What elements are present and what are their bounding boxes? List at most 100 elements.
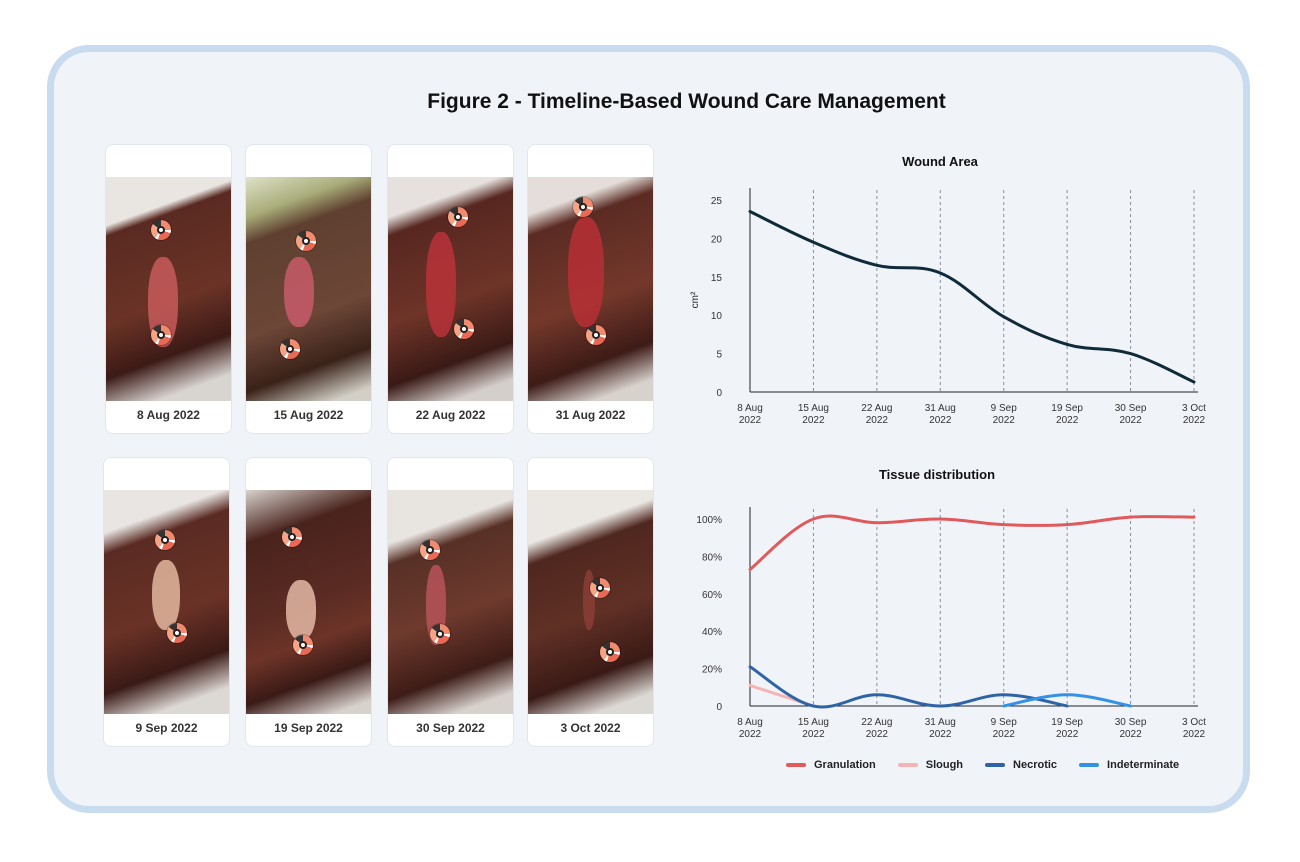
wound-region [286,580,316,640]
wound-photo-card[interactable]: 9 Sep 2022 [103,457,230,747]
legend-item-slough: Slough [897,757,964,773]
series-line-area [748,210,1196,384]
x-tick-label: 2022 [739,729,762,740]
wound-photo [388,177,513,401]
x-tick-label: 2022 [1056,415,1079,426]
x-tick-label: 3 Oct [1182,717,1206,728]
x-tick-label: 2022 [866,729,889,740]
calibration-marker-icon [430,624,450,644]
y-tick-label: 100% [696,515,722,526]
x-tick-label: 22 Aug [861,717,892,728]
wound-photo [528,490,653,714]
calibration-marker-icon [454,319,474,339]
x-tick-label: 2022 [866,415,889,426]
y-tick-label: 0 [716,388,722,399]
x-tick-label: 2022 [993,729,1016,740]
x-tick-label: 2022 [1056,729,1079,740]
x-tick-label: 15 Aug [798,717,829,728]
x-tick-label: 2022 [1119,729,1142,740]
x-tick-label: 31 Aug [925,717,956,728]
x-tick-label: 9 Sep [991,403,1018,414]
calibration-marker-icon [280,339,300,359]
y-tick-label: 5 [716,350,722,361]
wound-photo-card[interactable]: 30 Sep 2022 [387,457,514,747]
wound-photo-card[interactable]: 3 Oct 2022 [527,457,654,747]
calibration-marker-icon [155,530,175,550]
tissue-chart-title: Tissue distribution [878,467,996,482]
legend-item-indeterminate: Indeterminate [1079,757,1179,773]
x-tick-label: 2022 [993,415,1016,426]
y-tick-label: 15 [711,273,723,284]
photo-date-caption: 22 Aug 2022 [415,408,486,422]
photo-date-caption: 9 Sep 2022 [135,721,198,735]
legend-item-necrotic: Necrotic [985,757,1057,773]
wound-region [284,257,314,327]
x-tick-label: 2022 [1183,415,1206,426]
legend-label: Indeterminate [1107,759,1180,771]
calibration-marker-icon [586,325,606,345]
wound-photo-card[interactable]: 31 Aug 2022 [527,144,654,434]
calibration-marker-icon [573,197,593,217]
photo-date-caption: 15 Aug 2022 [273,408,344,422]
legend-label: Granulation [814,759,876,771]
wound-photo [388,490,513,714]
y-tick-label: 10 [711,311,723,322]
x-tick-label: 22 Aug [861,403,892,414]
x-tick-label: 31 Aug [925,403,956,414]
wound-area-chart-title: Wound Area [902,154,978,169]
wound-region [426,232,456,337]
page-title: Figure 2 - Timeline-Based Wound Care Man… [427,90,946,113]
wound-photo-card[interactable]: 22 Aug 2022 [387,144,514,434]
y-tick-label: 40% [702,627,722,638]
x-tick-label: 30 Sep [1115,403,1147,414]
x-tick-label: 30 Sep [1115,717,1147,728]
y-tick-label: 80% [702,552,722,563]
x-tick-label: 8 Aug [737,717,763,728]
wound-photo-card[interactable]: 8 Aug 2022 [105,144,232,434]
x-tick-label: 2022 [802,415,825,426]
calibration-marker-icon [420,540,440,560]
y-tick-label: 25 [711,196,723,207]
x-tick-label: 2022 [802,729,825,740]
wound-photo-card[interactable]: 19 Sep 2022 [245,457,372,747]
y-tick-label: 20% [702,665,722,676]
wound-photo [246,177,371,401]
photo-date-caption: 30 Sep 2022 [416,721,485,735]
series-line-necrotic [748,665,1069,709]
x-tick-label: 2022 [1183,729,1206,740]
y-tick-label: 20 [711,234,723,245]
legend-swatch-necrotic [985,763,1006,767]
legend-swatch-indeterminate [1079,763,1100,767]
x-tick-label: 2022 [929,415,952,426]
x-tick-label: 15 Aug [798,403,829,414]
photo-date-caption: 31 Aug 2022 [555,408,626,422]
wound-photo [104,490,229,714]
wound-photo-card[interactable]: 15 Aug 2022 [245,144,372,434]
y-axis-label: cm² [690,291,701,308]
wound-photo [106,177,231,401]
x-tick-label: 8 Aug [737,403,763,414]
calibration-marker-icon [151,325,171,345]
legend-item-granulation: Granulation [786,757,876,773]
x-tick-label: 19 Sep [1051,403,1083,414]
x-tick-label: 2022 [929,729,952,740]
calibration-marker-icon [600,642,620,662]
y-tick-label: 0 [716,702,722,713]
x-tick-label: 2022 [1119,415,1142,426]
x-tick-label: 2022 [739,415,762,426]
y-tick-label: 60% [702,590,722,601]
calibration-marker-icon [448,207,468,227]
wound-region [568,217,604,327]
x-tick-label: 3 Oct [1182,403,1206,414]
x-tick-label: 19 Sep [1051,717,1083,728]
legend-label: Slough [925,759,964,771]
photo-date-caption: 3 Oct 2022 [560,721,621,735]
series-line-granulation [748,514,1196,571]
tissue-legend: Granulation Slough Necrotic Indeterminat… [786,757,1201,773]
legend-label: Necrotic [1013,759,1058,771]
x-tick-label: 9 Sep [991,717,1018,728]
wound-region [152,560,180,630]
photo-date-caption: 19 Sep 2022 [274,721,343,735]
